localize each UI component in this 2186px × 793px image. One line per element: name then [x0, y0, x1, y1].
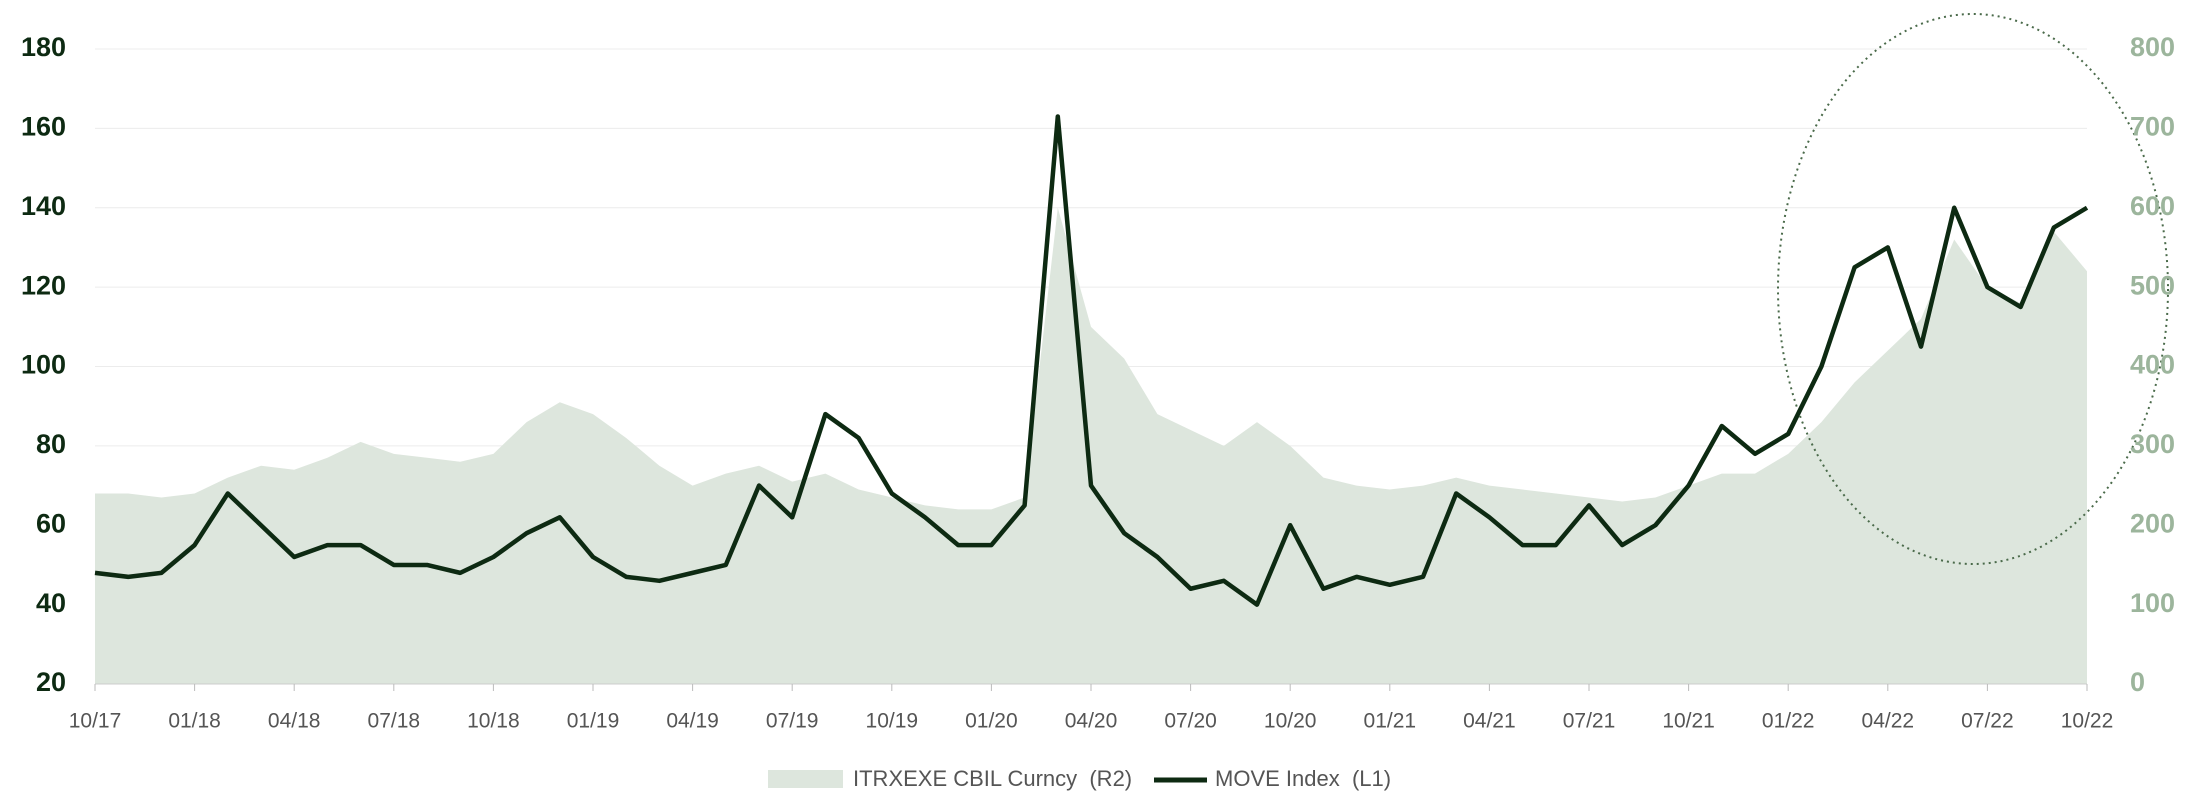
- y-tick-label: 140: [21, 191, 66, 221]
- x-tick-label: 10/20: [1264, 710, 1317, 733]
- y2-tick-label: 800: [2130, 32, 2175, 62]
- x-tick-label: 10/19: [866, 710, 919, 733]
- highlight-ellipse: [1777, 13, 2169, 565]
- y-tick-label: 80: [36, 429, 66, 459]
- x-tick-label: 04/20: [1065, 710, 1118, 733]
- x-tick-label: 01/18: [168, 710, 221, 733]
- x-tick-label: 07/18: [368, 710, 421, 733]
- x-tick-label: 01/22: [1762, 710, 1815, 733]
- x-tick-label: 07/21: [1563, 710, 1616, 733]
- x-tick-label: 01/21: [1364, 710, 1417, 733]
- y2-tick-label: 300: [2130, 429, 2175, 459]
- x-tick-label: 07/22: [1961, 710, 2014, 733]
- y2-tick-label: 600: [2130, 191, 2175, 221]
- x-tick-label: 04/21: [1463, 710, 1516, 733]
- y2-tick-label: 200: [2130, 508, 2175, 538]
- x-tick-label: 04/22: [1862, 710, 1915, 733]
- x-tick-label: 10/21: [1662, 710, 1715, 733]
- x-tick-label: 10/17: [69, 710, 122, 733]
- x-tick-label: 10/22: [2061, 710, 2114, 733]
- line: [94, 114, 2089, 607]
- y-tick-label: 180: [21, 32, 66, 62]
- x-tick-label: 04/18: [268, 710, 321, 733]
- x-tick-label: 01/19: [567, 710, 620, 733]
- y2-tick-label: 0: [2130, 667, 2145, 697]
- x-tick-label: 07/19: [766, 710, 819, 733]
- legend-label: MOVE Index (L1): [1215, 766, 1391, 791]
- x-tick-label: 07/20: [1164, 710, 1217, 733]
- y-tick-label: 100: [21, 350, 66, 380]
- y-tick-label: 40: [36, 588, 66, 618]
- legend-swatch: [768, 770, 843, 788]
- y-tick-label: 120: [21, 270, 66, 300]
- y-tick-label: 60: [36, 508, 66, 538]
- y2-tick-label: 500: [2130, 270, 2175, 300]
- area: [95, 207, 2087, 684]
- x-tick-label: 01/20: [965, 710, 1018, 733]
- x-tick-label: 04/19: [666, 710, 719, 733]
- x-tick-label: 10/18: [467, 710, 520, 733]
- legend-label: ITRXEXE CBIL Curncy (R2): [853, 766, 1132, 791]
- y-tick-label: 20: [36, 667, 66, 697]
- y2-tick-label: 100: [2130, 588, 2175, 618]
- y-tick-label: 160: [21, 112, 66, 142]
- y2-tick-label: 400: [2130, 350, 2175, 380]
- y2-tick-label: 700: [2130, 112, 2175, 142]
